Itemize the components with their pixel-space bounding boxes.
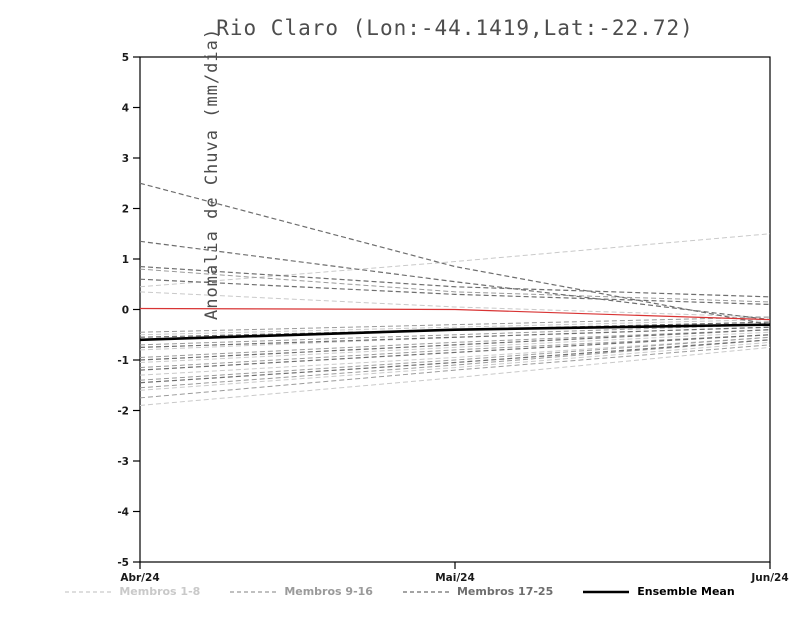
y-tick-label: -1 [117, 355, 129, 367]
zero-reference-line [139, 307, 771, 321]
legend-line-sample [402, 590, 449, 593]
member-line [139, 344, 771, 399]
y-tick-label: -2 [117, 406, 129, 418]
member-line [139, 265, 771, 298]
member-line [139, 319, 771, 336]
legend: Membros 1-8 Membros 9-16 Membros 17-25 Ense… [0, 585, 800, 598]
y-tick-label: 5 [122, 52, 129, 64]
legend-line-sample [583, 590, 630, 593]
member-line [139, 240, 771, 321]
member-line [139, 182, 771, 326]
member-line [139, 326, 771, 348]
x-tick-label: Abr/24 [120, 572, 159, 584]
legend-item: Membros 9-16 [230, 585, 373, 598]
y-tick-label: -4 [117, 507, 129, 519]
legend-line-sample [65, 590, 112, 593]
legend-label: Membros 17-25 [456, 585, 554, 598]
member-line [139, 331, 771, 364]
member-line [139, 278, 771, 306]
member-line [139, 346, 771, 406]
chart-title: Rio Claro (Lon:-44.1419,Lat:-22.72) [216, 16, 694, 40]
y-axis-label: Anomalia de Chuva (mm/dia) [202, 27, 223, 320]
legend-item: Ensemble Mean [583, 585, 735, 598]
member-line [139, 316, 771, 333]
legend-line-sample [230, 590, 277, 593]
member-line [139, 329, 771, 361]
y-tick-label: -3 [117, 456, 129, 468]
member-line [139, 336, 771, 381]
y-tick-label: -5 [117, 557, 129, 569]
x-tick-label: Jun/24 [750, 572, 788, 584]
member-line [139, 339, 771, 389]
y-tick-label: 1 [122, 254, 129, 266]
ensemble-mean-line [139, 323, 771, 342]
member-line [139, 341, 771, 391]
member-line [139, 324, 771, 346]
x-tick-label: Mai/24 [435, 572, 475, 584]
member-line [139, 291, 771, 318]
y-tick-label: 4 [122, 103, 129, 115]
y-tick-label: 0 [122, 305, 129, 317]
member-line [139, 329, 771, 358]
y-tick-label: 3 [122, 153, 129, 165]
member-line [139, 336, 771, 376]
legend-label: Ensemble Mean [637, 585, 735, 598]
member-line [139, 339, 771, 384]
legend-item: Membros 1-8 [65, 585, 200, 598]
member-line [139, 334, 771, 371]
legend-item: Membros 17-25 [402, 585, 554, 598]
member-line [139, 268, 771, 303]
member-line [139, 334, 771, 369]
legend-label: Membros 1-8 [119, 585, 201, 598]
member-line [139, 233, 771, 288]
y-tick-label: 2 [122, 204, 129, 216]
legend-label: Membros 9-16 [284, 585, 373, 598]
